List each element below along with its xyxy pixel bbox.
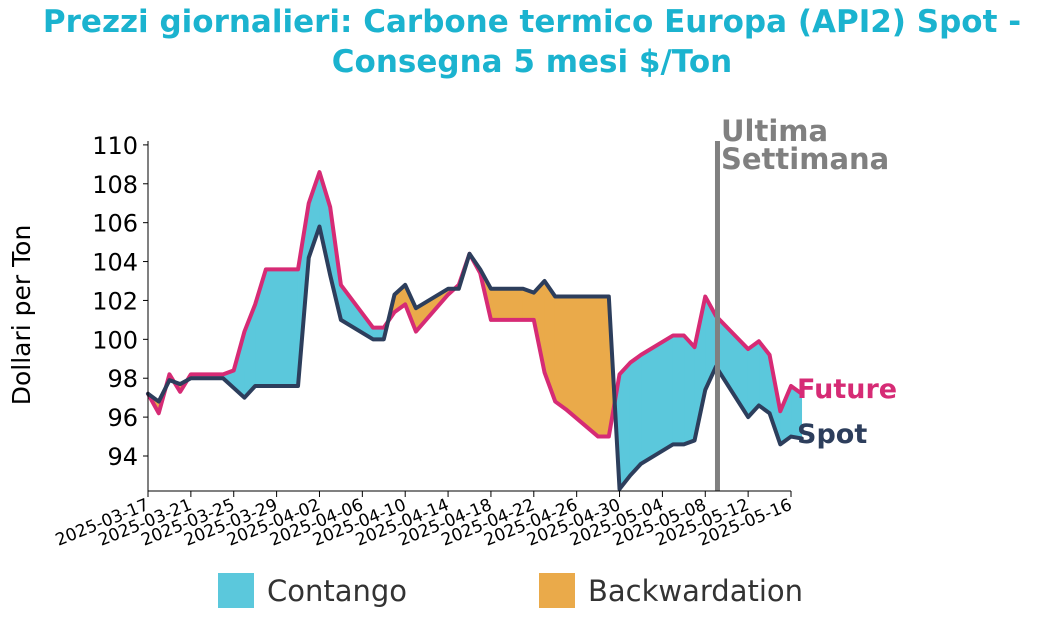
legend-label-backwardation: Backwardation	[588, 574, 803, 608]
y-tick-label: 110	[92, 132, 138, 160]
marker-label-line2: Settimana	[721, 142, 889, 176]
y-tick-label: 104	[92, 249, 138, 277]
y-tick-label: 106	[92, 210, 138, 238]
spread-fill-segment	[683, 334, 695, 445]
y-tick-label: 94	[107, 443, 138, 471]
legend-swatch-backwardation	[539, 573, 575, 608]
y-tick-label: 98	[107, 365, 138, 393]
spread-fill-segment	[265, 269, 299, 387]
spread-fill-segment	[672, 335, 685, 445]
spread-fill-segment	[640, 334, 674, 465]
y-tick-label: 108	[92, 171, 138, 199]
spot-series-label: Spot	[797, 419, 867, 450]
y-tick-label: 96	[107, 404, 138, 432]
marker-label-line1: Ultima	[721, 114, 828, 148]
y-tick-label: 102	[92, 287, 138, 315]
chart-title-line2: Consegna 5 mesi $/Ton	[332, 44, 732, 80]
spread-fill-segment	[597, 296, 610, 437]
y-axis-label: Dollari per Ton	[7, 225, 36, 406]
legend-label-contango: Contango	[267, 574, 407, 608]
y-tick-label: 100	[92, 326, 138, 354]
spread-fill-segment	[629, 354, 642, 477]
spot-line	[146, 224, 804, 492]
legend-swatch-contango	[218, 573, 254, 608]
future-series-label: Future	[797, 374, 897, 405]
line-layer	[146, 141, 804, 492]
spread-fill-segment	[619, 361, 631, 490]
spread-fill-segment	[490, 288, 524, 321]
spread-fill-segment	[554, 296, 567, 410]
chart-title-line1: Prezzi giornalieri: Carbone termico Euro…	[43, 4, 1021, 40]
